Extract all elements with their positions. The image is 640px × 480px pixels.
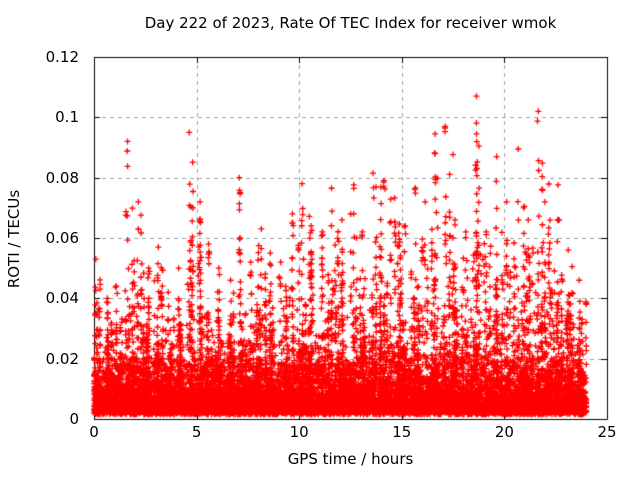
- y-tick-label: 0.1: [55, 108, 79, 127]
- x-tick-label: 0: [89, 423, 99, 441]
- x-tick-label: 5: [191, 423, 202, 441]
- x-tick-label: 20: [494, 423, 514, 441]
- x-tick-label: 25: [597, 423, 617, 441]
- y-tick-label: 0: [69, 410, 79, 428]
- y-tick-label: 0.02: [45, 349, 79, 368]
- x-tick-label: 15: [392, 423, 412, 441]
- y-tick-label: 0.08: [45, 168, 79, 187]
- y-tick-label: 0.04: [45, 289, 79, 308]
- x-tick-label: 10: [289, 423, 309, 441]
- y-tick-label: 0.12: [45, 48, 79, 66]
- y-tick-label: 0.06: [45, 229, 79, 247]
